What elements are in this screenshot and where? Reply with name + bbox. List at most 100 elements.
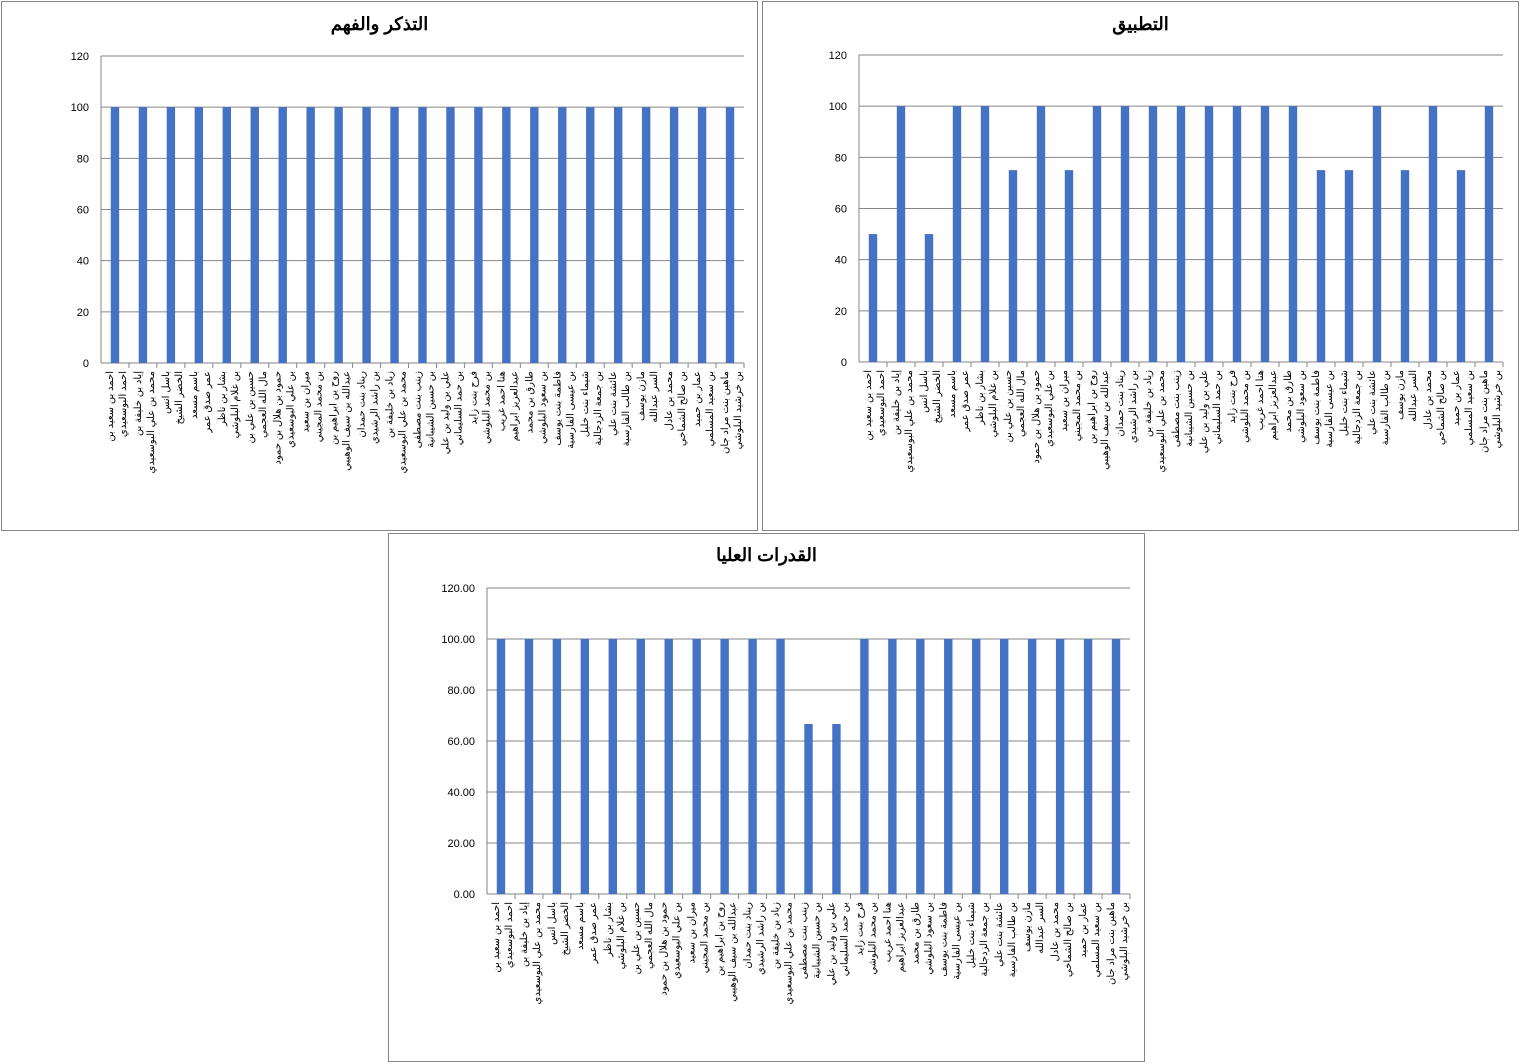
x-tick-label: بن حمد السليماني xyxy=(453,371,464,445)
x-tick-label: باسم مسعد xyxy=(575,902,586,950)
bar xyxy=(614,107,623,364)
bar xyxy=(552,639,562,894)
bar xyxy=(1111,639,1121,894)
x-tick-label: بن جمعة الزدجالية xyxy=(1352,370,1363,445)
x-tick-label: بن غلام البلوشي xyxy=(616,902,627,969)
y-tick-label: 80.00 xyxy=(447,685,475,697)
x-tick-label: شيماء بنت خليل xyxy=(966,902,977,968)
bar xyxy=(636,639,645,894)
bar xyxy=(692,639,701,894)
x-tick-label: فرح بنت زايد xyxy=(1227,370,1238,424)
bar xyxy=(1372,106,1382,363)
x-tick-label: بن عيسى الفارسية xyxy=(565,371,576,449)
bar xyxy=(980,106,990,363)
x-tick-label: بن خرشيد البلوشي xyxy=(1119,902,1130,980)
y-tick-label: 20 xyxy=(77,307,89,319)
x-tick-label: طارق بن محمد xyxy=(1283,370,1294,432)
bar xyxy=(502,107,511,364)
x-tick-label: بن طالب الفارسية xyxy=(1380,370,1391,445)
x-tick-label: طارق بن محمد xyxy=(524,371,535,433)
x-tick-label: بن صالح الشماخي xyxy=(1436,370,1447,445)
x-tick-label: عبدالعزيز ابراهيم xyxy=(509,371,520,441)
x-tick-label: محمد بن علي البوسعيدي xyxy=(1156,370,1167,473)
x-tick-label: بن صالح الشماخي xyxy=(677,371,688,446)
x-tick-label: بن محمد البلوشي xyxy=(867,902,878,975)
y-tick-label: 120.00 xyxy=(441,583,475,595)
x-tick-label: مازن يوسف xyxy=(636,371,647,421)
x-tick-label: ماهين بنت مراد جان xyxy=(720,371,731,454)
bar xyxy=(1036,106,1046,363)
bar xyxy=(664,639,673,894)
x-tick-label: إياد بن خليفة بن xyxy=(891,370,902,435)
x-tick-label: عمر صدق عمر xyxy=(202,371,213,434)
x-tick-label: احمد البوسعيدي xyxy=(504,902,515,968)
y-tick-label: 40.00 xyxy=(447,787,475,799)
x-tick-label: بن غلام البلوشي xyxy=(230,371,241,438)
x-tick-label: عبدالله بن سيف الوهيبي xyxy=(1100,370,1111,470)
bar xyxy=(1027,639,1037,894)
bar xyxy=(1260,106,1270,363)
x-tick-label: حمود بن هلال بن حمود xyxy=(659,902,670,996)
x-tick-label: الخضر الشيخ xyxy=(560,902,571,955)
x-tick-label: عمار بن حميد xyxy=(1078,902,1089,958)
bar xyxy=(1008,170,1018,362)
bar xyxy=(110,107,120,364)
bar xyxy=(306,107,315,364)
x-tick-label: بشار بن ناظر xyxy=(217,371,228,427)
x-tick-label: بن سعيد المسلمي xyxy=(1091,902,1102,977)
bar xyxy=(832,723,841,894)
x-tick-label: فاطمة بنت يوسف xyxy=(1311,370,1322,445)
x-tick-label: بن عيسى الفارسية xyxy=(951,902,962,980)
bar xyxy=(1120,106,1130,363)
x-tick-label: ماهين بنت مراد جان xyxy=(1106,902,1117,985)
x-tick-label: احمد البوسعيدي xyxy=(118,371,129,437)
bar xyxy=(166,107,176,364)
x-tick-label: الخضر الشيخ xyxy=(174,371,185,424)
x-tick-label: السر عبدالله xyxy=(649,371,660,423)
x-tick-label: بن علي البوسعيدي xyxy=(672,902,683,979)
bar xyxy=(748,639,757,894)
y-tick-label: 0.00 xyxy=(454,889,475,901)
bar xyxy=(474,107,483,364)
bar xyxy=(1064,170,1074,362)
bar-chart: 0.00 20.00 40.00 60.00 80.00 100.00 120.00 احمد… xyxy=(441,583,1131,1005)
chart-remember-understand: التذكر والفهم 0 20 40 60 80 100 120 احمد بن سعي… xyxy=(1,1,758,531)
x-tick-label: شيماء بنت خليل xyxy=(580,371,591,437)
x-tick-label: إياد بن خليفة بن xyxy=(519,902,530,967)
bar xyxy=(720,639,729,894)
x-tick-label: حمود بن هلال بن حمود xyxy=(273,371,284,465)
x-tick-label: بن حمد السليماني xyxy=(839,902,850,976)
y-tick-label: 100 xyxy=(829,101,847,113)
x-tick-label: مازن يوسف xyxy=(1395,370,1406,420)
y-tick-label: 20.00 xyxy=(447,838,475,850)
x-tick-label: عبدالله بن سيف الوهيبي xyxy=(342,371,353,471)
x-tick-label: إياد بن خليفة بن xyxy=(133,371,144,436)
bar xyxy=(524,639,534,894)
x-tick-label: بن علي البوسعيدي xyxy=(286,371,297,448)
y-tick-label: 60 xyxy=(835,204,847,216)
x-tick-label: بن جمعة الزدجالية xyxy=(979,902,990,977)
x-tick-label: محمد بن علي البوسعيدي xyxy=(532,902,543,1005)
x-tick-label: بن سعيد المسلمي xyxy=(1464,370,1475,445)
chart-higher-abilities: القدرات العليا 0.00 20.00 40.00 60.00 80.00 1… xyxy=(388,533,1145,1062)
bar xyxy=(390,107,399,364)
x-tick-label: عائشة بنت علي xyxy=(1367,370,1378,435)
bar xyxy=(641,107,651,364)
x-tick-label: محمد بن عادل xyxy=(664,371,675,431)
x-tick-label: بن محمد البلوشي xyxy=(481,371,492,444)
bar xyxy=(1484,106,1494,363)
bar xyxy=(888,639,897,894)
x-tick-label: باسل انس xyxy=(547,902,558,945)
y-tick-label: 20 xyxy=(835,306,847,318)
x-tick-label: باسم مسعد xyxy=(189,371,200,419)
x-tick-label: روح بن ابراهيم بن xyxy=(329,371,340,445)
bar xyxy=(1288,106,1298,363)
x-tick-label: بن محمد المجيني xyxy=(314,371,325,442)
x-tick-label: ريناد بنت حمدان xyxy=(743,902,754,969)
x-tick-label: زياد بن خليفة بن xyxy=(385,371,396,438)
x-tick-label: زينب بنت مصطفى xyxy=(1171,370,1182,447)
bar xyxy=(896,106,906,363)
y-tick-label: 0 xyxy=(841,357,847,369)
x-tick-label: بشار بن ناظر xyxy=(603,902,614,958)
x-tick-label: ريناد بنت حمدان xyxy=(1115,370,1126,437)
